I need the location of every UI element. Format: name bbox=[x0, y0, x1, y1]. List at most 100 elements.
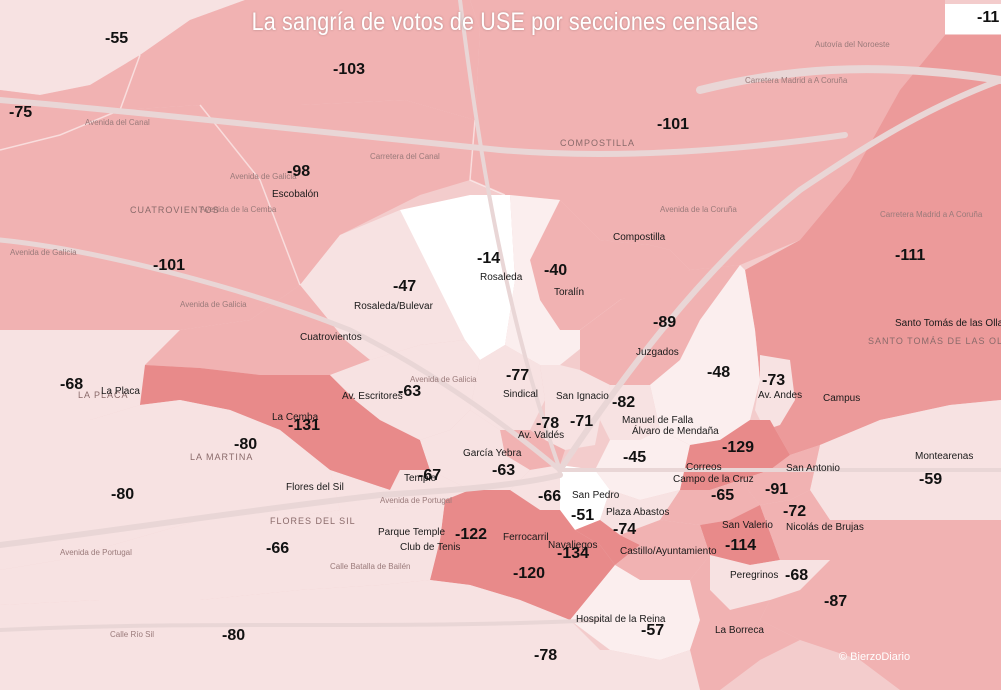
value-label: -131 bbox=[288, 417, 321, 434]
section-111 bbox=[745, 35, 1001, 455]
road-south bbox=[0, 618, 602, 632]
section-47 bbox=[300, 210, 465, 360]
place-label: Compostilla bbox=[613, 232, 666, 243]
place-label: San Antonio bbox=[786, 463, 840, 474]
place-label: Av. Andes bbox=[758, 390, 803, 401]
value-label: -101 bbox=[657, 116, 690, 133]
place-label: García Yebra bbox=[463, 448, 522, 459]
section-91 bbox=[740, 445, 820, 505]
place-label: Av. Escritores bbox=[342, 391, 403, 402]
place-label: Av. Valdés bbox=[518, 430, 565, 441]
section-48 bbox=[650, 265, 760, 445]
place-label: Cuatrovientos bbox=[300, 332, 362, 343]
value-label: -78 bbox=[534, 647, 558, 664]
place-label: La Borreca bbox=[715, 625, 764, 636]
value-label: -66 bbox=[538, 488, 562, 505]
section-131 bbox=[140, 365, 430, 490]
road-label: Calle Río Sil bbox=[110, 630, 155, 639]
place-label: Nicolás de Brujas bbox=[786, 522, 864, 533]
value-label: -103 bbox=[333, 61, 366, 78]
place-label: Toralín bbox=[554, 287, 585, 298]
place-label: Campus bbox=[823, 393, 861, 404]
roads bbox=[0, 0, 1001, 630]
place-label: Santo Tomás de las Ollas bbox=[895, 318, 1001, 329]
corner-value-box bbox=[945, 4, 1001, 34]
place-label: La Cemba bbox=[272, 412, 319, 423]
section-63-north bbox=[330, 340, 480, 440]
value-label: -111 bbox=[895, 247, 926, 264]
road-label: Avenida de Galicia bbox=[230, 172, 297, 181]
district-label: FLORES DEL SIL bbox=[270, 516, 356, 526]
district-label: LA PLACA bbox=[78, 390, 129, 400]
place-label: Ferrocarril bbox=[503, 532, 549, 543]
road-galicia bbox=[0, 237, 563, 473]
district-label: CUATROVIENTOS bbox=[130, 205, 220, 215]
value-label: -114 bbox=[725, 537, 757, 554]
section-122 bbox=[430, 490, 615, 620]
value-label: -51 bbox=[571, 507, 595, 524]
section-68-west bbox=[0, 330, 180, 420]
value-label: -78 bbox=[536, 415, 560, 432]
section-101-west bbox=[0, 105, 300, 330]
section-78-south bbox=[600, 650, 700, 690]
road-label: Avenida de Galicia bbox=[10, 248, 77, 257]
place-label: La Placa bbox=[101, 386, 140, 397]
section-40 bbox=[505, 195, 660, 365]
value-label: -59 bbox=[919, 471, 943, 488]
value-label: -98 bbox=[287, 163, 311, 180]
section-compostilla bbox=[530, 200, 690, 330]
road-label: Avenida de la Cemba bbox=[200, 205, 277, 214]
place-label: San Valerio bbox=[722, 520, 773, 531]
value-label: -57 bbox=[641, 622, 665, 639]
section-59 bbox=[810, 400, 1001, 520]
section-68-east bbox=[710, 555, 830, 610]
value-label: -75 bbox=[9, 104, 33, 121]
section-134 bbox=[575, 520, 640, 565]
value-label: -122 bbox=[455, 526, 488, 543]
road-label: Calle Batalla de Bailén bbox=[330, 562, 411, 571]
value-label: -67 bbox=[418, 467, 442, 484]
value-label: -63 bbox=[492, 462, 516, 479]
road-canal bbox=[0, 97, 848, 158]
road-portugal bbox=[0, 472, 563, 548]
section-67 bbox=[330, 470, 470, 510]
value-label: -129 bbox=[722, 439, 755, 456]
value-label: -73 bbox=[762, 372, 786, 389]
district-label: SANTO TOMÁS DE LAS OLLAS bbox=[868, 336, 1001, 346]
value-label: -82 bbox=[612, 394, 636, 411]
place-label: Rosaleda/Bulevar bbox=[354, 301, 433, 312]
place-label: Álvaro de Mendaña bbox=[632, 426, 719, 437]
value-label: -45 bbox=[623, 449, 647, 466]
section-cuatrovientos bbox=[145, 285, 370, 375]
section-89 bbox=[580, 265, 740, 385]
place-label: Navaliegos bbox=[548, 540, 598, 551]
place-label: Castillo/Ayuntamiento bbox=[620, 546, 717, 557]
value-label: -77 bbox=[506, 367, 530, 384]
section-55 bbox=[0, 0, 245, 95]
place-label: Manuel de Falla bbox=[622, 415, 694, 426]
place-label: Parque Temple bbox=[378, 527, 446, 538]
place-label: Juzgados bbox=[636, 347, 679, 358]
section-98 bbox=[200, 100, 475, 285]
value-label: -71 bbox=[570, 413, 594, 430]
section-87 bbox=[760, 520, 1001, 690]
section-borders bbox=[0, 54, 506, 286]
value-label: -68 bbox=[785, 567, 809, 584]
place-label: Rosaleda bbox=[480, 272, 523, 283]
section-66-west bbox=[0, 500, 445, 605]
value-label: -101 bbox=[153, 257, 186, 274]
road-label: Autovía del Noroeste bbox=[815, 40, 890, 49]
road-label: Carretera del Canal bbox=[370, 152, 440, 161]
road-coruna bbox=[458, 0, 562, 472]
district-label: COMPOSTILLA bbox=[560, 138, 636, 148]
road-label: Avenida de la Coruña bbox=[660, 205, 737, 214]
place-label: Plaza Abastos bbox=[606, 507, 670, 518]
value-label: -80 bbox=[234, 436, 258, 453]
road-label: Carretera Madrid a A Coruña bbox=[745, 76, 848, 85]
section-51 bbox=[560, 465, 610, 530]
section-57 bbox=[570, 565, 700, 660]
section-72 bbox=[760, 490, 830, 560]
value-label: -65 bbox=[711, 487, 735, 504]
section-74 bbox=[600, 490, 680, 535]
